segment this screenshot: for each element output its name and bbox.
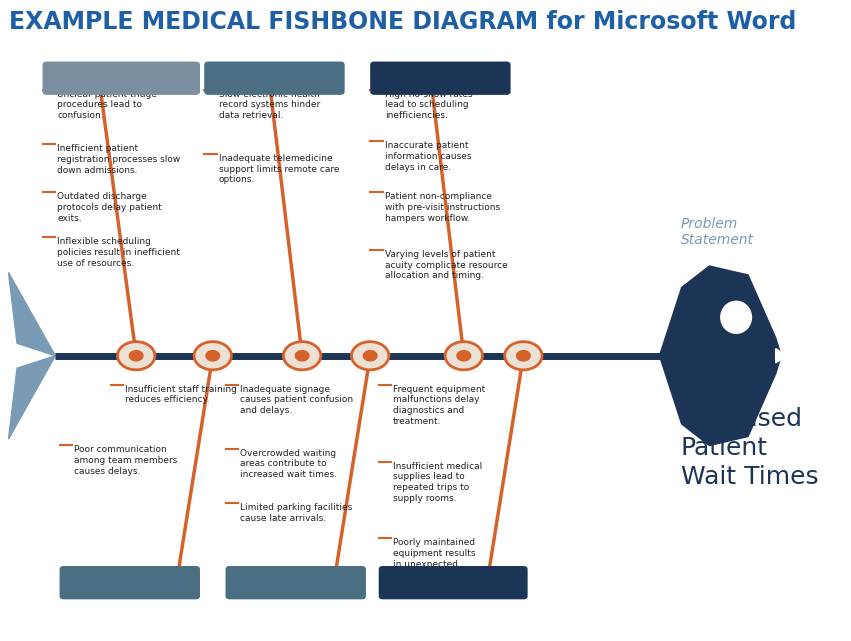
Text: Unclear patient triage
procedures lead to
confusion.: Unclear patient triage procedures lead t… [57,90,157,121]
Circle shape [283,342,321,370]
Text: Insufficient medical
supplies lead to
repeated trips to
supply rooms.: Insufficient medical supplies lead to re… [393,462,483,503]
Text: Inaccurate patient
information causes
delays in care.: Inaccurate patient information causes de… [385,141,471,172]
Text: Policies / Procedures: Policies / Procedures [60,73,183,83]
Circle shape [517,351,530,361]
Text: EXAMPLE MEDICAL FISHBONE DIAGRAM for Microsoft Word: EXAMPLE MEDICAL FISHBONE DIAGRAM for Mic… [9,10,796,33]
Text: Inefficient patient
registration processes slow
down admissions.: Inefficient patient registration process… [57,144,180,175]
Text: Inadequate telemedicine
support limits remote care
options.: Inadequate telemedicine support limits r… [219,154,340,185]
Text: Poor communication
among team members
causes delays.: Poor communication among team members ca… [74,445,177,476]
Circle shape [129,351,143,361]
Text: Slow electronic health
record systems hinder
data retrieval.: Slow electronic health record systems hi… [219,90,320,121]
Text: Outdated discharge
protocols delay patient
exits.: Outdated discharge protocols delay patie… [57,192,162,223]
Circle shape [194,342,231,370]
Text: Environmental: Environmental [253,578,339,588]
Circle shape [351,342,389,370]
FancyBboxPatch shape [204,62,345,95]
Text: Equipment / Supplies: Equipment / Supplies [391,578,516,588]
Ellipse shape [721,301,751,333]
Text: Inadequate signage
causes patient confusion
and delays.: Inadequate signage causes patient confus… [240,385,353,415]
Polygon shape [9,272,55,356]
Circle shape [295,351,309,361]
Text: Inflexible scheduling
policies result in inefficient
use of resources.: Inflexible scheduling policies result in… [57,237,180,268]
Circle shape [445,342,483,370]
Text: Patients: Patients [416,73,465,83]
Text: High no-show rates
lead to scheduling
inefficiencies.: High no-show rates lead to scheduling in… [385,90,472,121]
FancyBboxPatch shape [370,62,511,95]
Polygon shape [9,356,55,439]
Text: Problem
Statement: Problem Statement [681,217,754,247]
Text: Overcrowded waiting
areas contribute to
increased wait times.: Overcrowded waiting areas contribute to … [240,449,337,479]
Text: Patient non-compliance
with pre-visit instructions
hampers workflow.: Patient non-compliance with pre-visit in… [385,192,500,223]
FancyBboxPatch shape [60,566,200,599]
Polygon shape [776,349,786,363]
Circle shape [457,351,471,361]
Polygon shape [660,266,781,445]
Text: Limited parking facilities
cause late arrivals.: Limited parking facilities cause late ar… [240,503,352,523]
Circle shape [363,351,377,361]
Text: IT / Technology: IT / Technology [231,73,318,83]
Circle shape [117,342,155,370]
Circle shape [505,342,542,370]
Text: Staff / People: Staff / People [89,578,170,588]
FancyBboxPatch shape [43,62,200,95]
Circle shape [206,351,220,361]
Text: Varying levels of patient
acuity complicate resource
allocation and timing.: Varying levels of patient acuity complic… [385,250,507,281]
Text: Frequent equipment
malfunctions delay
diagnostics and
treatment.: Frequent equipment malfunctions delay di… [393,385,485,426]
Text: Increased
Patient
Wait Times: Increased Patient Wait Times [681,407,819,488]
Text: Poorly maintained
equipment results
in unexpected
downtimes.: Poorly maintained equipment results in u… [393,538,476,579]
FancyBboxPatch shape [379,566,528,599]
Text: Insufficient staff training
reduces efficiency.: Insufficient staff training reduces effi… [125,385,237,404]
FancyBboxPatch shape [226,566,366,599]
